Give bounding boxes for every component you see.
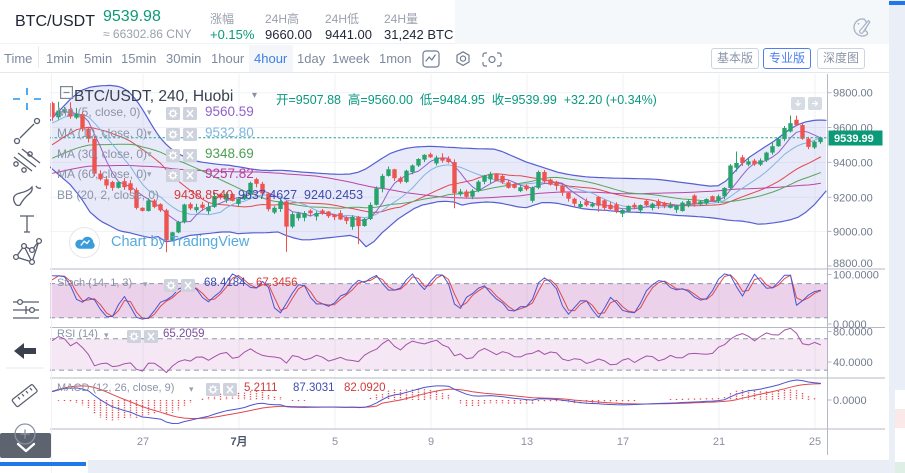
svg-text:40.0000: 40.0000	[833, 357, 873, 369]
svg-text:21: 21	[713, 436, 725, 448]
svg-text:9200.00: 9200.00	[833, 192, 873, 204]
svg-text:9800.00: 9800.00	[833, 88, 873, 100]
svg-text:0.0000: 0.0000	[833, 395, 867, 407]
svg-text:0.0000: 0.0000	[833, 319, 867, 331]
svg-text:7月: 7月	[230, 435, 247, 448]
svg-text:80.0000: 80.0000	[833, 327, 873, 339]
svg-text:25: 25	[809, 436, 821, 448]
svg-text:9400.00: 9400.00	[833, 157, 873, 169]
svg-text:17: 17	[617, 436, 629, 448]
svg-text:27: 27	[137, 436, 149, 448]
svg-text:9539.99: 9539.99	[834, 133, 874, 145]
svg-text:9: 9	[428, 436, 434, 448]
svg-text:13: 13	[521, 436, 533, 448]
svg-text:5: 5	[332, 436, 338, 448]
svg-text:9000.00: 9000.00	[833, 226, 873, 238]
svg-text:8800.00: 8800.00	[833, 258, 873, 270]
svg-text:100.0000: 100.0000	[833, 270, 879, 282]
